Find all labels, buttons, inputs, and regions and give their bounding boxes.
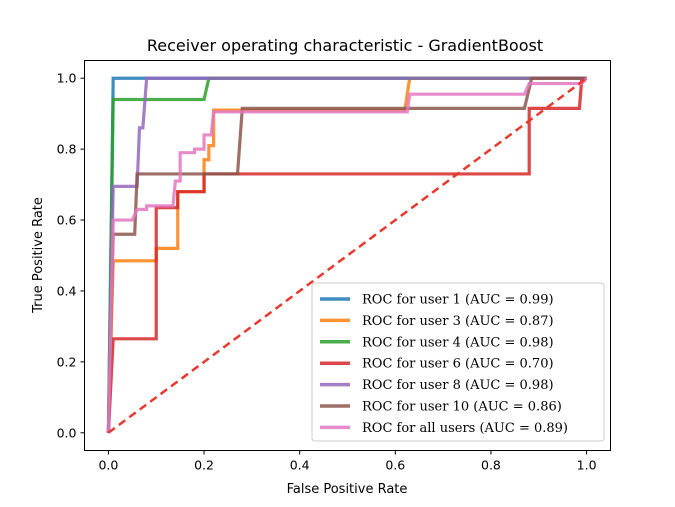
legend: ROC for user 1 (AUC = 0.99) ROC for user … bbox=[311, 282, 605, 442]
x-tick-label: 0.4 bbox=[290, 458, 310, 473]
y-tick-label: 0.0 bbox=[57, 425, 77, 440]
x-tick-label: 0.6 bbox=[385, 458, 405, 473]
y-tick-label: 0.6 bbox=[57, 213, 77, 228]
legend-entry: ROC for user 4 (AUC = 0.98) bbox=[362, 335, 554, 350]
chart-title: Receiver operating characteristic - Grad… bbox=[147, 36, 543, 55]
roc-curve-5 bbox=[106, 76, 587, 433]
legend-entry: ROC for user 3 (AUC = 0.87) bbox=[362, 314, 554, 329]
plot-frame bbox=[84, 60, 611, 451]
x-tick-label: 1.0 bbox=[577, 458, 597, 473]
y-tick-label: 0.2 bbox=[57, 354, 77, 369]
x-axis-label: False Positive Rate bbox=[287, 482, 408, 497]
x-tick-label: 0.0 bbox=[98, 458, 118, 473]
y-tick-label: 1.0 bbox=[57, 71, 77, 86]
y-tick-label: 0.4 bbox=[57, 283, 77, 298]
axis-ticks: 0.0 0.2 0.4 0.6 0.8 1.0 0.0 0.2 0.4 0.6 0.8 1.0 bbox=[57, 71, 597, 473]
x-tick-label: 0.8 bbox=[481, 458, 501, 473]
legend-entry: ROC for user 8 (AUC = 0.98) bbox=[362, 378, 554, 393]
x-tick-label: 0.2 bbox=[194, 458, 214, 473]
legend-entry: ROC for user 1 (AUC = 0.99) bbox=[362, 293, 554, 308]
legend-entry: ROC for user 10 (AUC = 0.86) bbox=[362, 400, 562, 415]
roc-curve-7 bbox=[106, 77, 588, 433]
legend-box bbox=[311, 282, 605, 442]
roc-curve-4 bbox=[106, 76, 587, 433]
legend-entry: ROC for user 6 (AUC = 0.70) bbox=[362, 357, 554, 372]
plot-lines bbox=[106, 76, 588, 434]
roc-curve-6 bbox=[106, 76, 587, 433]
chance-diagonal bbox=[107, 77, 588, 434]
y-tick-label: 0.8 bbox=[57, 142, 77, 157]
legend-entry: ROC for all users (AUC = 0.89) bbox=[362, 421, 568, 436]
y-axis-label: True Positive Rate bbox=[31, 197, 46, 314]
